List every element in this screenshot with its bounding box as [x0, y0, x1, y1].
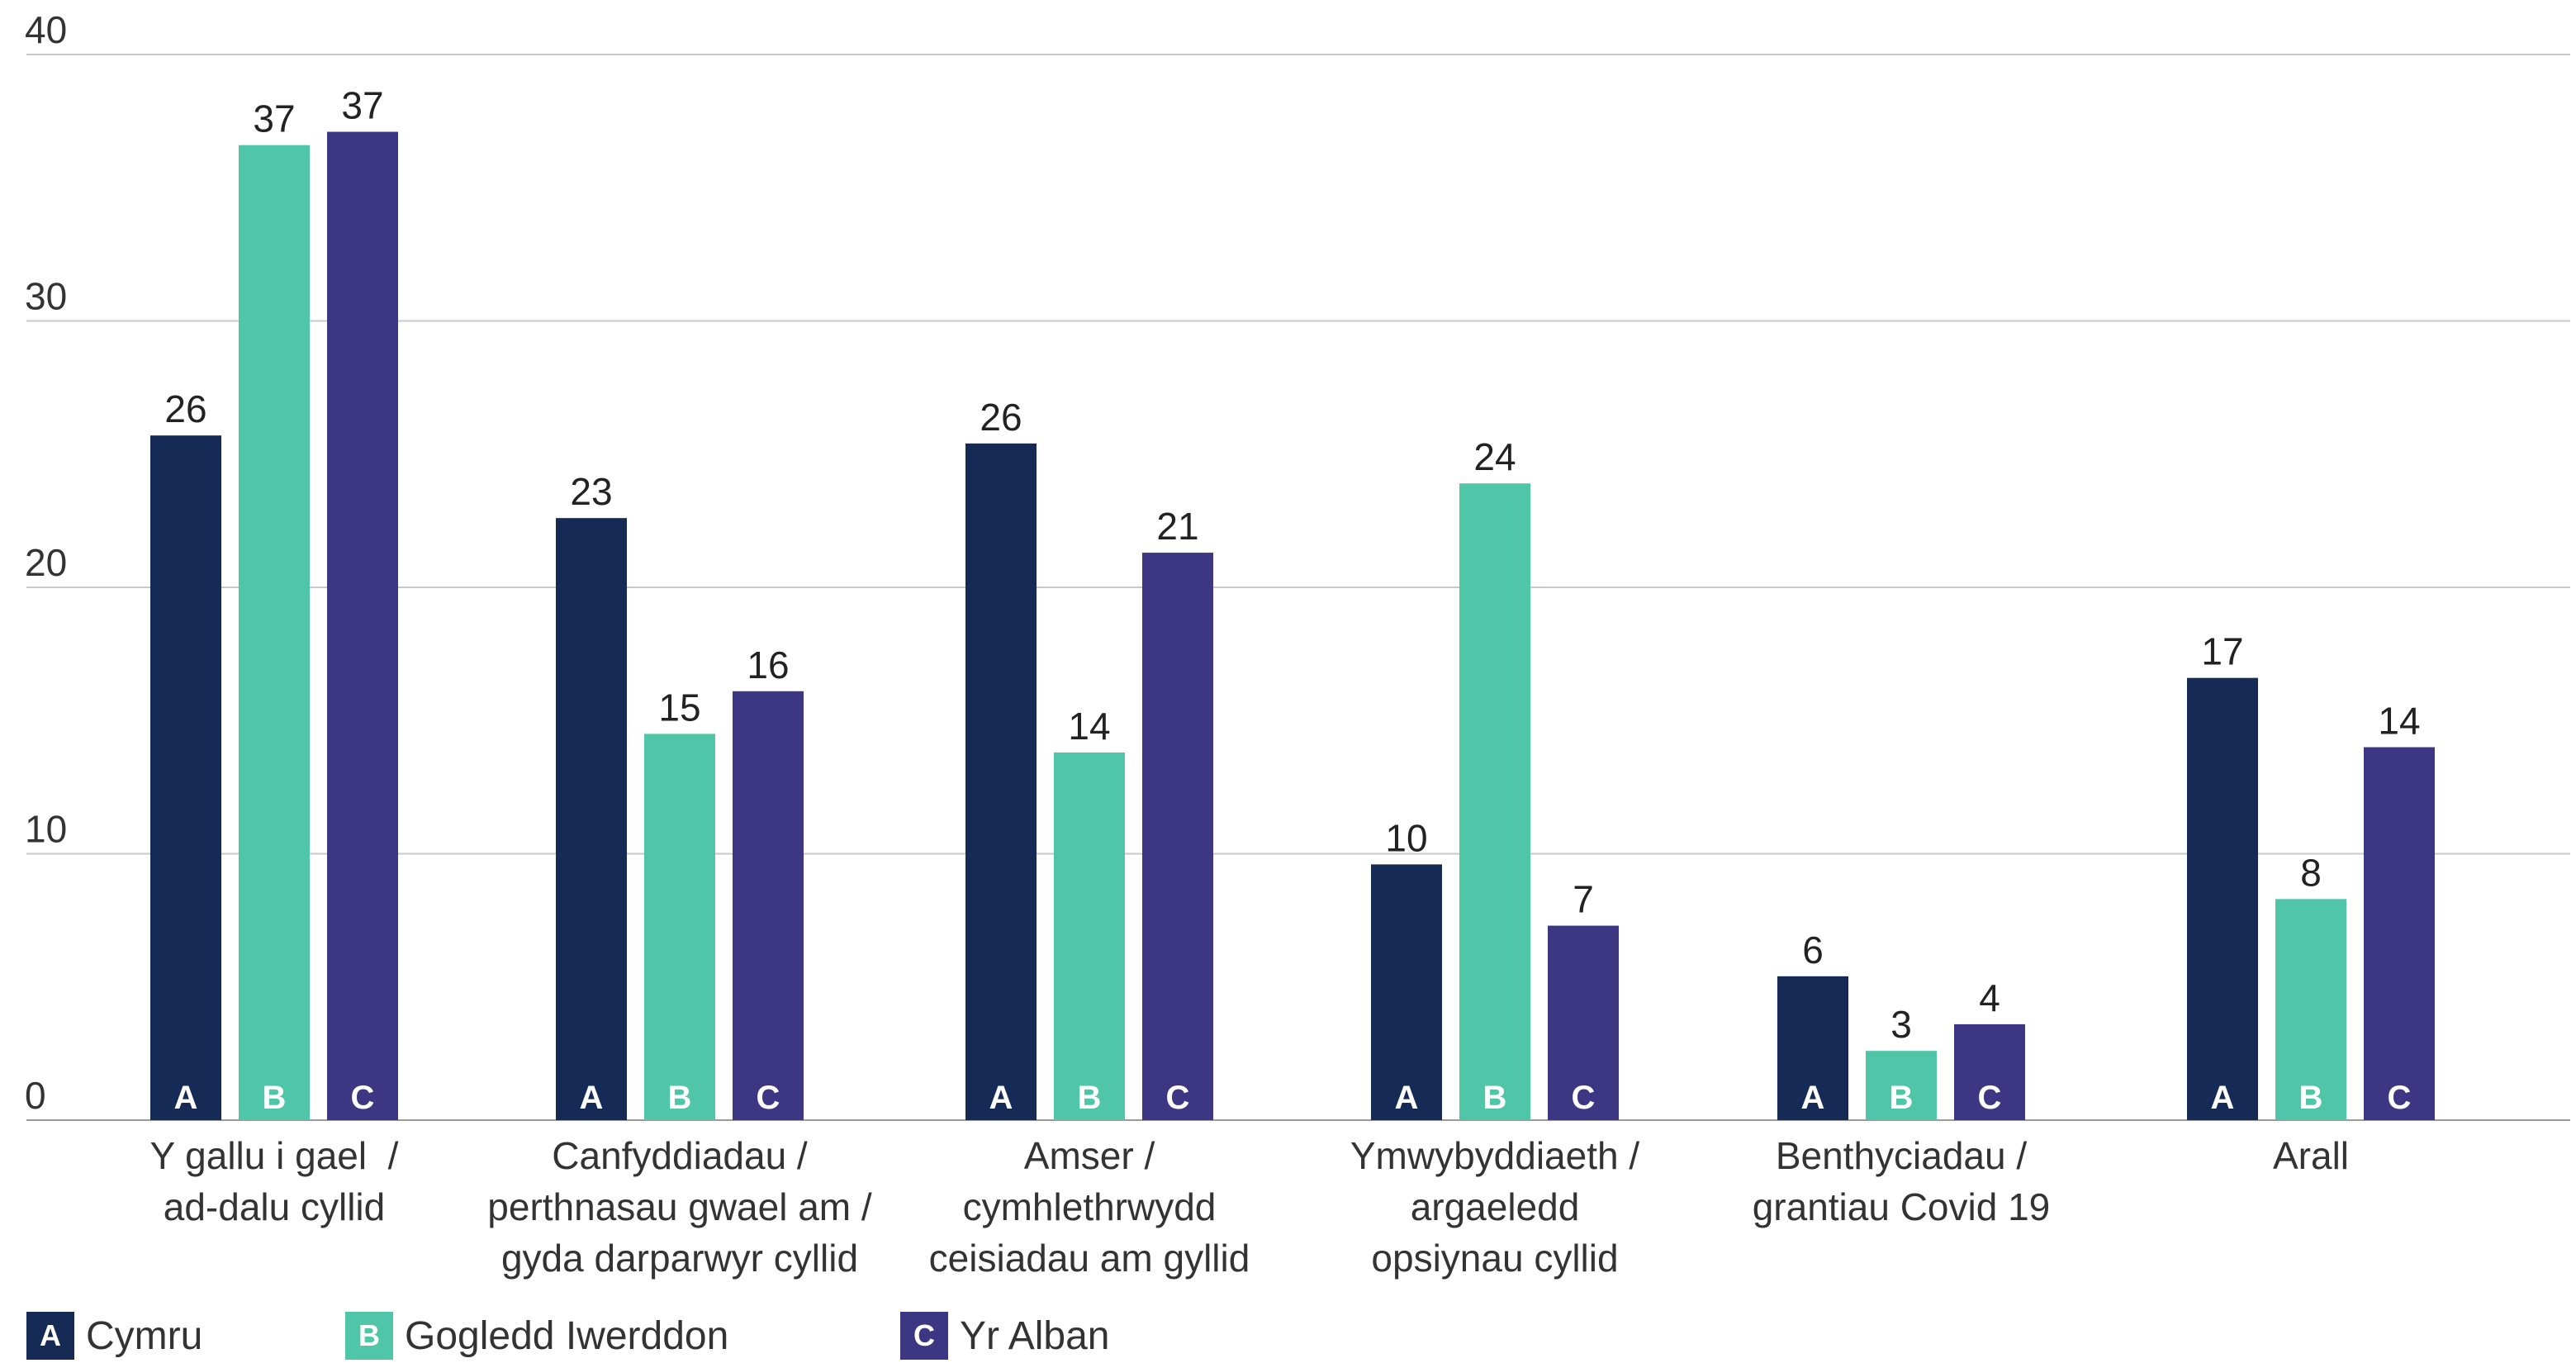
data-label: 6: [1802, 928, 1824, 971]
bar: [2364, 747, 2435, 1120]
category-label: Benthyciadau /: [1776, 1134, 2028, 1177]
category-label: ceisiadau am gyllid: [929, 1237, 1250, 1280]
category-label: cymhlethrwydd: [963, 1185, 1217, 1228]
bar-key-label: C: [2388, 1080, 2412, 1116]
bar: [150, 435, 221, 1120]
bar: [1054, 752, 1125, 1120]
bar-key-label: A: [1395, 1080, 1419, 1116]
y-tick-label: 20: [25, 541, 67, 584]
bar-key-label: C: [351, 1080, 375, 1116]
y-tick-label: 10: [25, 808, 67, 851]
bar-key-label: B: [668, 1080, 692, 1116]
bar-key-label: C: [1572, 1080, 1596, 1116]
bar-key-label: C: [757, 1080, 780, 1116]
bar-key-label: B: [1483, 1080, 1507, 1116]
data-label: 37: [341, 84, 383, 127]
legend-swatch-b: B: [345, 1312, 393, 1360]
bar: [1954, 1023, 2025, 1120]
bar-key-label: A: [1801, 1080, 1825, 1116]
bar: [2275, 899, 2346, 1120]
bar-key-label: C: [1166, 1080, 1190, 1116]
bar: [556, 518, 627, 1120]
y-tick-label: 30: [25, 275, 67, 318]
category-label: Arall: [2273, 1134, 2349, 1177]
bar: [1777, 976, 1848, 1120]
bar: [1548, 925, 1619, 1120]
y-tick-label: 0: [25, 1074, 46, 1117]
legend-label-gogledd-iwerddon: Gogledd Iwerddon: [405, 1313, 729, 1358]
bar-key-label: B: [263, 1080, 287, 1116]
data-label: 14: [2378, 700, 2420, 743]
bar: [1371, 864, 1442, 1120]
category-label: grantiau Covid 19: [1753, 1185, 2051, 1228]
bar-key-label: A: [174, 1080, 198, 1116]
data-label: 24: [1473, 435, 1516, 478]
category-label: Canfyddiadau /: [552, 1134, 808, 1177]
data-label: 26: [980, 396, 1022, 439]
data-label: 15: [658, 686, 700, 729]
category-label: argaeledd: [1411, 1185, 1580, 1228]
data-label: 7: [1573, 878, 1594, 921]
bar-key-label: B: [2299, 1080, 2323, 1116]
data-label: 21: [1156, 505, 1198, 548]
legend: A Cymru B Gogledd Iwerddon C Yr Alban: [26, 1312, 1265, 1363]
category-label: Ymwybyddiaeth /: [1350, 1134, 1639, 1177]
bar-key-label: A: [989, 1080, 1013, 1116]
bar: [644, 734, 715, 1120]
bar: [327, 131, 398, 1120]
bar: [1866, 1051, 1937, 1120]
y-tick-label: 40: [25, 8, 67, 51]
data-label: 23: [570, 470, 612, 513]
category-label: Amser /: [1024, 1134, 1155, 1177]
category-label: perthnasau gwael am /: [487, 1185, 872, 1228]
data-label: 26: [164, 387, 206, 430]
bar: [239, 145, 310, 1120]
data-label: 16: [747, 644, 789, 686]
legend-swatch-a: A: [26, 1312, 74, 1360]
data-label: 10: [1385, 816, 1427, 859]
legend-label-cymru: Cymru: [86, 1313, 203, 1358]
data-label: 8: [2300, 851, 2322, 894]
data-label: 17: [2201, 630, 2243, 673]
bar-key-label: B: [1890, 1080, 1914, 1116]
bar-key-label: A: [580, 1080, 604, 1116]
legend-item-yr-alban: C Yr Alban: [900, 1312, 1109, 1360]
legend-item-cymru: A Cymru: [26, 1312, 202, 1360]
data-label: 14: [1068, 705, 1110, 748]
bar-key-label: C: [1978, 1080, 2002, 1116]
bar: [2187, 677, 2258, 1120]
bar-chart: 0 10 20 30 40 26 A 23 A 26 A 10 A 6 A 17 A 37 B 15 B 14 B 24 B 3 B…: [25, 8, 2570, 1280]
data-label: 4: [1979, 976, 2000, 1019]
category-label: gyda darparwyr cyllid: [501, 1237, 858, 1280]
bar: [1459, 483, 1530, 1120]
legend-item-gogledd-iwerddon: B Gogledd Iwerddon: [345, 1312, 728, 1360]
data-label: 3: [1890, 1003, 1912, 1046]
bar-key-label: B: [1078, 1080, 1102, 1116]
bar: [1142, 553, 1213, 1120]
category-label: opsiynau cyllid: [1371, 1237, 1618, 1280]
legend-swatch-c: C: [900, 1312, 948, 1360]
legend-label-yr-alban: Yr Alban: [960, 1313, 1110, 1358]
category-label: ad-dalu cyllid: [164, 1185, 385, 1228]
bar-key-label: A: [2211, 1080, 2235, 1116]
bar: [733, 691, 804, 1120]
bar: [965, 443, 1037, 1120]
category-label: Y gallu i gael /: [150, 1134, 399, 1177]
data-label: 37: [253, 97, 295, 140]
